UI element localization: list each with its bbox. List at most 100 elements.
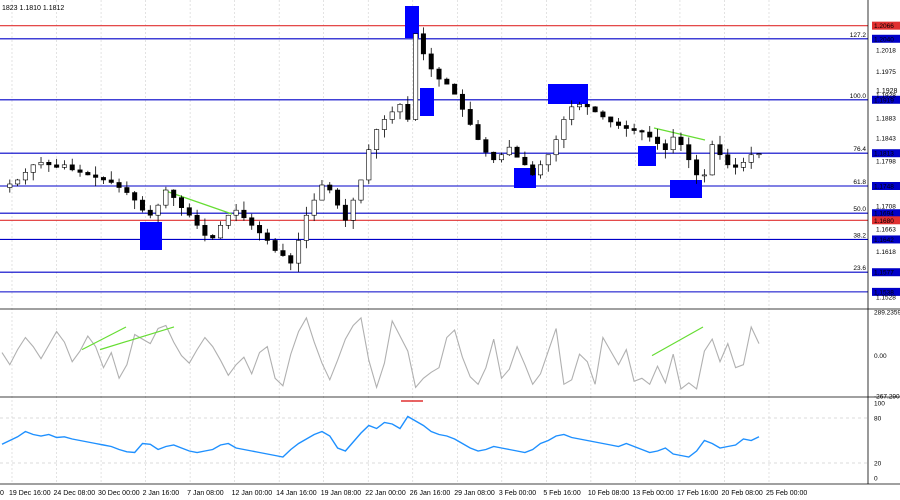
candle-body <box>46 162 52 166</box>
candle-body <box>639 130 645 133</box>
candle-body <box>756 153 762 156</box>
time-label: 10 Feb 08:00 <box>588 490 629 497</box>
candle-body <box>335 189 341 206</box>
level-price-label: 1.1538 <box>874 289 894 296</box>
candle-body <box>506 146 512 156</box>
candle-body <box>475 124 481 140</box>
signal-box <box>405 6 419 38</box>
cci-tick-label: 289.2359 <box>874 310 900 317</box>
candle-body <box>69 164 75 171</box>
candle-body <box>319 184 325 201</box>
rsi-tick-label: 80 <box>874 416 882 423</box>
signal-boxes <box>140 6 706 250</box>
candle-body <box>397 104 403 113</box>
candle-body <box>600 111 606 118</box>
candle-body <box>171 189 177 198</box>
time-label: 30 Dec 00:00 <box>98 490 140 497</box>
price-tick-label: 1.1975 <box>876 69 896 76</box>
candle-body <box>218 225 224 239</box>
candle-body <box>54 164 60 168</box>
time-label: 19 Jan 08:00 <box>321 490 362 497</box>
candle-body <box>303 214 309 241</box>
time-label-partial: 0 <box>0 490 4 497</box>
candle-body <box>61 164 67 168</box>
level-price-tag <box>872 235 900 244</box>
candle-body <box>701 174 707 177</box>
candle-body <box>413 33 419 120</box>
level-price-tag <box>872 182 900 190</box>
cci-tick-label: 0.00 <box>874 353 887 360</box>
level-price-tag <box>872 21 900 30</box>
candle-body <box>264 232 270 241</box>
candle-body <box>100 177 106 181</box>
rsi-tick-label: 0 <box>874 476 878 483</box>
level-price-label: 1.2066 <box>874 23 894 30</box>
fib-ratio-label: 61.8 <box>853 179 866 186</box>
level-price-tag <box>872 95 900 104</box>
signal-box <box>140 222 162 250</box>
candle-body <box>77 169 83 173</box>
candle-body <box>694 159 700 176</box>
level-price-tag <box>872 34 900 43</box>
level-price-tag <box>872 268 900 277</box>
candle-body <box>631 128 637 131</box>
level-price-label: 1.1577 <box>874 270 894 277</box>
candle-body <box>280 250 286 256</box>
candle-body <box>592 106 598 113</box>
price-tick-label: 1.1708 <box>876 204 896 211</box>
candle-body <box>670 136 676 150</box>
candle-body <box>381 119 387 130</box>
price-candles <box>7 27 762 272</box>
cci-divergence-line <box>99 326 175 351</box>
rsi-tick-label: 20 <box>874 461 882 468</box>
candle-body <box>342 204 348 221</box>
signal-box <box>638 146 656 166</box>
time-label: 17 Feb 16:00 <box>677 490 718 497</box>
candle-body <box>210 235 216 239</box>
axes: 1.2018 1.1975 1.1928 1.1883 1.1843 1.1798 1.17… <box>0 0 900 485</box>
level-price-label: 1.1748 <box>874 184 894 191</box>
candle-body <box>748 154 754 163</box>
candle-body <box>85 172 91 176</box>
level-price-label: 1.1642 <box>874 237 894 244</box>
time-label: 2 Jan 16:00 <box>143 490 180 497</box>
candle-body <box>467 109 473 125</box>
candle-body <box>288 255 294 264</box>
candle-body <box>709 144 715 176</box>
cci-line <box>1 316 760 390</box>
candle-body <box>22 172 28 181</box>
candle-body <box>444 78 450 85</box>
candle-body <box>389 111 395 120</box>
candle-body <box>530 164 536 176</box>
rsi-tick-label: 100 <box>874 401 885 408</box>
candle-body <box>186 207 192 216</box>
candle-body <box>428 53 434 70</box>
price-tick-label: 1.1528 <box>876 294 896 301</box>
candle-body <box>678 136 684 145</box>
candle-body <box>358 179 364 201</box>
candle-body <box>350 199 356 221</box>
candle-body <box>647 131 653 138</box>
candle-body <box>498 154 504 161</box>
price-tick-label: 1.1928 <box>876 93 896 100</box>
candle-body <box>93 174 99 178</box>
candle-body <box>717 144 723 156</box>
candle-body <box>155 204 161 216</box>
candle-body <box>374 129 380 150</box>
fib-overlap-label: 1.1928 <box>876 88 898 95</box>
price-tick-label: 1.2018 <box>876 47 896 54</box>
candle-body <box>569 106 575 120</box>
fib-ratio-label: 100.0 <box>850 93 867 100</box>
time-label: 22 Jan 00:00 <box>365 490 406 497</box>
candle-body <box>124 187 130 193</box>
ohlc-header: 1823 1.1810 1.1812 <box>2 5 64 12</box>
candle-body <box>7 183 13 188</box>
candle-body <box>38 162 44 166</box>
cci-divergence-line <box>651 326 704 357</box>
candle-body <box>15 179 21 185</box>
time-label: 7 Jan 08:00 <box>187 490 224 497</box>
time-label: 24 Dec 08:00 <box>54 490 96 497</box>
candle-body <box>420 33 426 55</box>
candle-body <box>249 217 255 226</box>
